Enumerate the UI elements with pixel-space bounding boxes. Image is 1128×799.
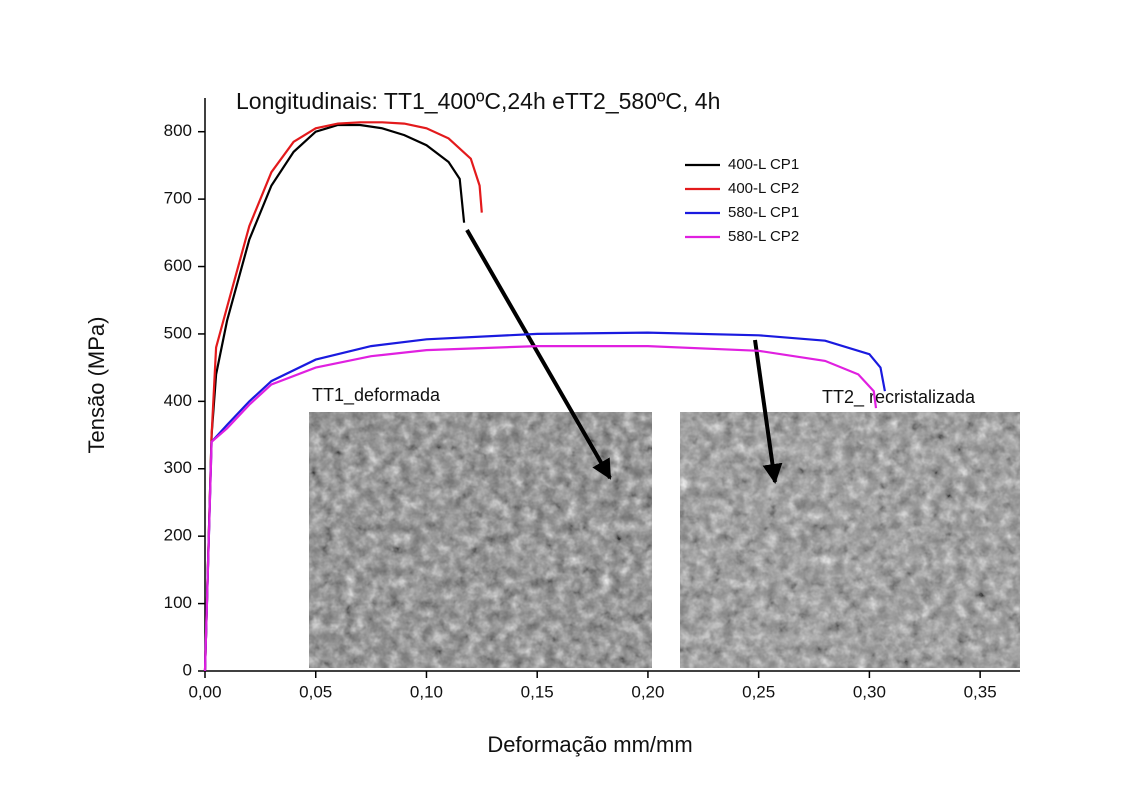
chart-title: Longitudinais: TT1_400ºC,24h eTT2_580ºC,…: [236, 88, 720, 114]
x-tick-label: 0,00: [188, 682, 221, 701]
arrow: [465, 229, 612, 480]
y-tick-label: 200: [164, 526, 192, 545]
y-tick-label: 300: [164, 458, 192, 477]
legend-label: 580-L CP2: [728, 228, 799, 245]
legend-label: 400-L CP1: [728, 156, 799, 173]
series-line: [203, 345, 878, 672]
y-tick-label: 600: [164, 256, 192, 275]
y-tick-label: 0: [183, 660, 192, 679]
sem-texture: [309, 412, 652, 668]
x-tick-label: 0,10: [410, 682, 443, 701]
annotation: TT1_deformada: [312, 385, 441, 406]
y-tick-label: 700: [164, 189, 192, 208]
annotation: TT2_ recristalizada: [822, 387, 976, 408]
sem-texture: [680, 412, 1020, 668]
x-tick-label: 0,25: [742, 682, 775, 701]
arrow: [753, 339, 783, 484]
legend-label: 580-L CP1: [728, 204, 799, 221]
x-tick-label: 0,35: [964, 682, 997, 701]
y-tick-label: 800: [164, 121, 192, 140]
y-tick-label: 500: [164, 323, 192, 342]
x-tick-label: 0,15: [521, 682, 554, 701]
y-tick-label: 100: [164, 593, 192, 612]
x-tick-label: 0,05: [299, 682, 332, 701]
x-tick-label: 0,30: [853, 682, 886, 701]
legend-label: 400-L CP2: [728, 180, 799, 197]
series-line: [203, 123, 466, 672]
series-line: [203, 121, 483, 672]
y-axis-label: Tensão (MPa): [84, 317, 109, 454]
x-axis-label: Deformação mm/mm: [487, 732, 692, 757]
series-line: [203, 331, 886, 672]
y-tick-label: 400: [164, 391, 192, 410]
x-tick-label: 0,20: [631, 682, 664, 701]
